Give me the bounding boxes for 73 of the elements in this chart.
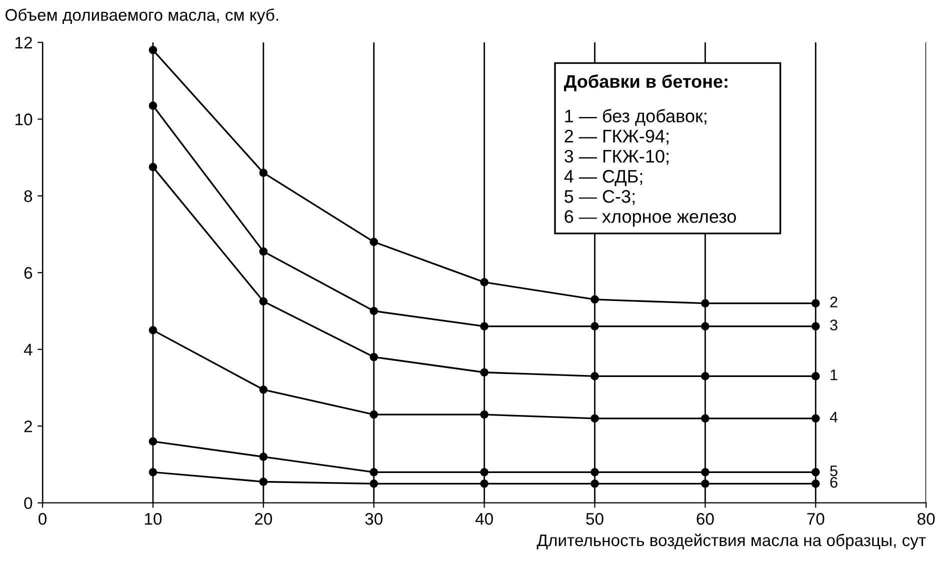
x-tick-label: 60 xyxy=(696,513,714,525)
series-label: 3 xyxy=(830,320,838,330)
point xyxy=(590,468,599,476)
point xyxy=(811,479,820,488)
point xyxy=(701,299,710,308)
annotation: 3 — ГКЖ-10; xyxy=(564,150,668,165)
x-tick-label: 0 xyxy=(38,513,47,525)
point xyxy=(811,468,820,476)
point xyxy=(590,322,599,330)
point xyxy=(701,372,710,380)
point xyxy=(370,468,378,476)
y-tick-label: 2 xyxy=(24,420,32,432)
x-tick-label: 40 xyxy=(475,513,493,525)
series-label: 6 xyxy=(830,476,838,488)
y-tick-label: 12 xyxy=(16,36,32,48)
point xyxy=(480,368,488,377)
point xyxy=(701,414,710,423)
point xyxy=(370,410,378,419)
point xyxy=(480,322,488,330)
x-axis-title: Длительность воздействия масла на образцы, сут xyxy=(536,534,926,550)
point xyxy=(259,385,268,394)
point xyxy=(148,468,158,476)
x-tick-label: 30 xyxy=(365,513,382,525)
point xyxy=(148,162,158,172)
point xyxy=(811,322,820,330)
annotation: 6 — хлорное железо xyxy=(564,210,736,226)
annotation: 4 — СДБ; xyxy=(564,170,642,186)
y-axis-title: Объем доливаемого масла, см куб. xyxy=(6,8,278,24)
point xyxy=(148,102,158,110)
x-tick-label: 80 xyxy=(918,513,935,525)
series-label: 1 xyxy=(830,370,838,380)
y-tick-label: 0 xyxy=(24,497,32,510)
point xyxy=(370,479,378,488)
point xyxy=(259,478,268,486)
y-tick-label: 6 xyxy=(24,267,32,279)
series-label: 5 xyxy=(830,466,838,476)
point xyxy=(590,372,599,380)
point xyxy=(701,322,710,330)
x-tick-label: 10 xyxy=(144,513,162,525)
point xyxy=(590,295,599,304)
point xyxy=(259,247,268,256)
point xyxy=(259,452,268,461)
annotation: 5 — С-3; xyxy=(564,190,634,205)
point xyxy=(811,414,820,423)
point xyxy=(370,238,378,246)
point xyxy=(701,468,710,476)
point xyxy=(259,297,268,306)
point xyxy=(148,326,158,334)
point xyxy=(480,479,488,488)
x-tick-label: 50 xyxy=(586,513,604,525)
annotation: 2 — ГКЖ-94; xyxy=(564,130,668,145)
point xyxy=(370,306,378,316)
point xyxy=(590,479,599,488)
series-label: 2 xyxy=(830,296,838,308)
point xyxy=(480,410,488,419)
y-tick-label: 10 xyxy=(16,114,32,126)
point xyxy=(590,414,599,423)
y-tick-label: 8 xyxy=(24,190,32,202)
point xyxy=(811,372,820,380)
legend-title: Добавки в бетоне: xyxy=(564,74,728,92)
point xyxy=(370,352,378,362)
x-tick-label: 70 xyxy=(807,513,824,525)
annotation: 1 — без добавок; xyxy=(565,108,706,126)
point xyxy=(259,168,268,178)
series-label: 4 xyxy=(830,412,838,422)
point xyxy=(701,479,710,488)
point xyxy=(811,299,820,308)
point xyxy=(148,437,158,446)
point xyxy=(480,468,488,476)
y-tick-label: 4 xyxy=(24,344,32,356)
x-tick-label: 20 xyxy=(254,513,272,525)
point xyxy=(480,278,488,286)
point xyxy=(148,46,158,54)
